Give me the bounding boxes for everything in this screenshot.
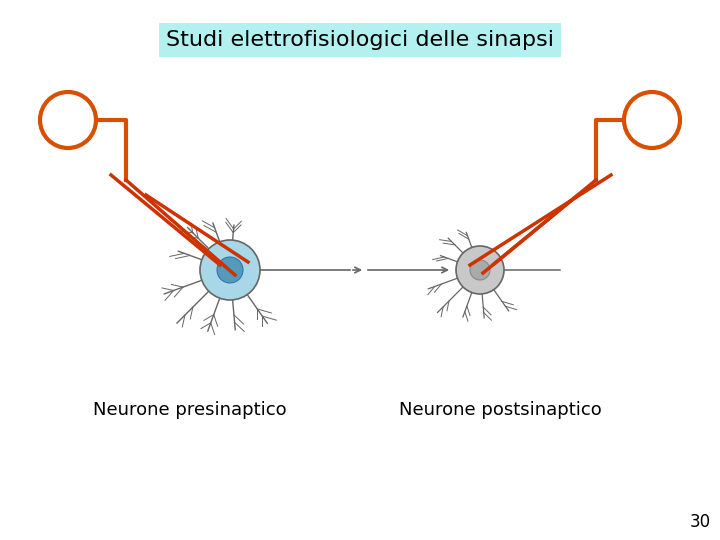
Text: Neurone postsinaptico: Neurone postsinaptico [399, 401, 601, 419]
Circle shape [470, 260, 490, 280]
Text: Studi elettrofisiologici delle sinapsi: Studi elettrofisiologici delle sinapsi [166, 30, 554, 50]
Circle shape [456, 246, 504, 294]
Text: Neurone presinaptico: Neurone presinaptico [93, 401, 287, 419]
Circle shape [200, 240, 260, 300]
Text: 30: 30 [690, 513, 711, 531]
Circle shape [217, 257, 243, 283]
